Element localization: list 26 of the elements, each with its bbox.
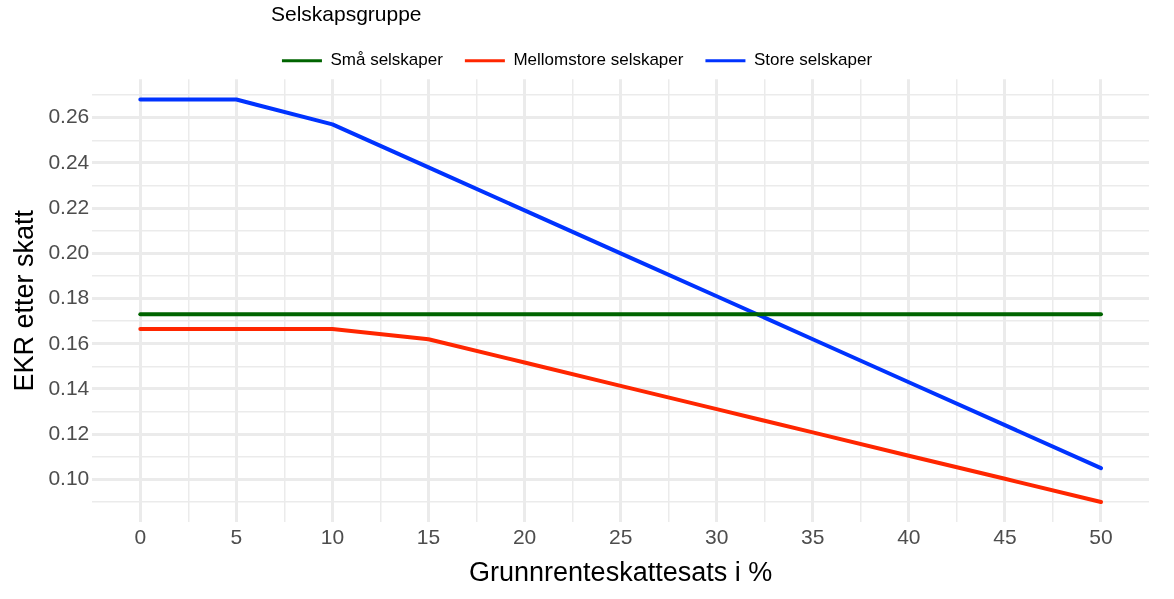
x-tick-label: 30	[705, 524, 729, 548]
x-axis-title: Grunnrenteskattesats i %	[469, 557, 773, 588]
y-tick-label: 0.16	[48, 330, 90, 354]
x-tick-label: 0	[134, 524, 147, 548]
legend-label: Små selskaper	[330, 50, 444, 70]
x-tick-label: 10	[320, 524, 345, 548]
x-tick-label: 40	[897, 524, 921, 548]
x-tick-label: 45	[993, 524, 1017, 548]
y-tick-label: 0.22	[48, 194, 90, 218]
y-tick-label: 0.24	[48, 149, 90, 173]
y-tick-label: 0.14	[48, 375, 90, 399]
y-tick-label: 0.12	[48, 421, 90, 445]
x-tick-label: 20	[512, 524, 537, 548]
y-tick-label: 0.18	[48, 285, 90, 309]
y-tick-label: 0.20	[48, 240, 90, 264]
legend-label: Store selskaper	[753, 50, 873, 70]
legend-title: Selskapsgruppe	[270, 2, 422, 26]
x-tick-label: 35	[801, 524, 825, 548]
y-tick-label: 0.10	[48, 466, 90, 490]
y-tick-label: 0.26	[48, 104, 90, 128]
y-axis-title: EKR etter skatt	[8, 209, 39, 392]
x-tick-label: 25	[608, 524, 633, 548]
x-tick-label: 50	[1089, 524, 1113, 548]
x-tick-label: 15	[416, 524, 441, 548]
x-tick-label: 5	[230, 524, 243, 548]
legend-label: Mellomstore selskaper	[513, 50, 684, 70]
